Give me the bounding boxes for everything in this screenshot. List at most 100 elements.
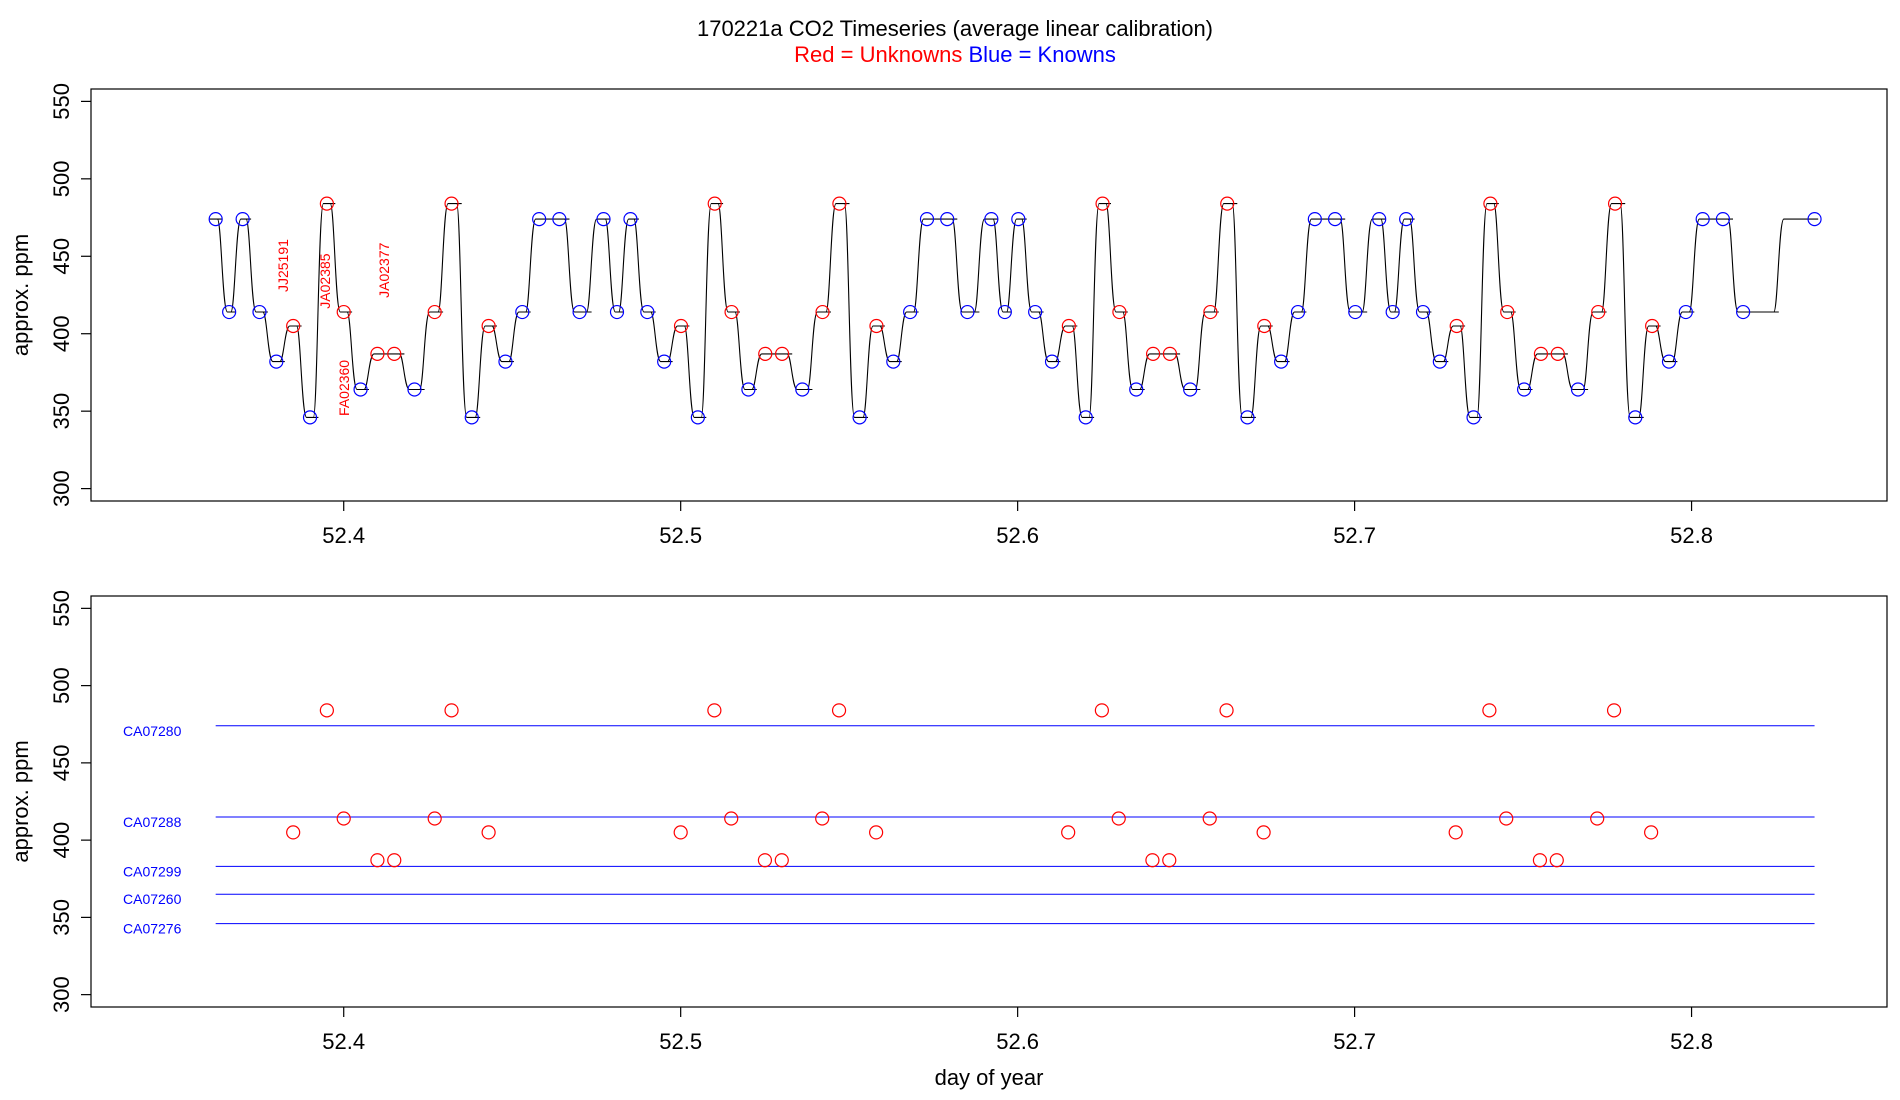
known-point-marker xyxy=(515,304,530,320)
unknown-point-marker xyxy=(707,196,722,211)
top-y-tick-label: 500 xyxy=(49,160,74,197)
known-point-marker xyxy=(1432,354,1447,369)
known-point-marker xyxy=(252,304,267,320)
known-point-marker xyxy=(1628,410,1643,425)
unknown-point-marker xyxy=(1448,825,1463,840)
known-point-marker xyxy=(235,212,250,227)
unknown-point-marker xyxy=(336,304,351,320)
known-point-marker xyxy=(609,304,625,320)
unknown-point-marker xyxy=(1549,853,1564,868)
unknown-point-marker xyxy=(481,825,496,840)
unknown-point-marker xyxy=(370,853,385,868)
top-x-tick-label: 52.6 xyxy=(996,523,1039,548)
known-point-marker xyxy=(1807,212,1822,227)
top-y-axis-label: approx. ppm xyxy=(8,234,33,356)
unknown-point-marker xyxy=(1532,853,1548,868)
known-point-marker xyxy=(1678,304,1693,320)
known-point-marker xyxy=(852,410,867,425)
known-point-marker xyxy=(407,382,422,397)
known-point-marker xyxy=(498,354,513,369)
top-x-tick-label: 52.5 xyxy=(659,523,702,548)
figure-title: 170221a CO2 Timeseries (average linear c… xyxy=(697,16,1213,41)
unknown-point-marker xyxy=(319,703,334,718)
unknown-point-marker xyxy=(1162,346,1178,361)
known-point-marker xyxy=(1661,354,1677,369)
unknown-point-marker xyxy=(1112,304,1127,320)
top-panel: 52.4 52.5 52.6 52.7 52.8 300 350 400 450 500 550 ap… xyxy=(8,83,1888,548)
legend-unknowns-text: Red = Unknowns xyxy=(794,42,962,67)
unknown-point-marker xyxy=(427,304,442,320)
known-point-marker xyxy=(353,382,368,397)
bottom-y-tick-label: 350 xyxy=(49,899,74,936)
known-point-marker xyxy=(1307,212,1322,227)
top-y-tick-label: 300 xyxy=(49,470,74,507)
unknown-point-marker xyxy=(1202,811,1217,826)
bottom-x-tick-label: 52.6 xyxy=(996,1029,1039,1054)
standard-name-label: CA07260 xyxy=(123,891,182,907)
top-plot-frame xyxy=(90,88,1888,502)
unknown-point-marker xyxy=(1645,318,1660,334)
known-point-marker xyxy=(1028,304,1043,320)
unknown-point-marker xyxy=(724,811,739,826)
known-point-marker xyxy=(886,354,901,369)
known-point-marker xyxy=(657,354,672,369)
known-point-marker xyxy=(623,212,638,227)
unknown-point-marker xyxy=(832,196,847,211)
known-point-marker xyxy=(1695,212,1710,227)
known-point-marker xyxy=(464,410,479,425)
unknown-point-marker xyxy=(815,811,830,826)
known-point-marker xyxy=(984,212,999,227)
known-point-marker xyxy=(903,304,918,320)
unknown-point-marker xyxy=(1094,703,1109,718)
known-point-marker xyxy=(919,212,935,227)
unknown-point-marker xyxy=(1483,196,1498,211)
unknown-point-marker xyxy=(1533,346,1549,361)
unknown-point-marker xyxy=(1449,318,1464,334)
bottom-x-axis-label: day of year xyxy=(935,1065,1044,1090)
unknown-point-marker xyxy=(319,196,334,211)
unknown-point-marker xyxy=(673,318,689,334)
known-point-marker xyxy=(1570,382,1586,397)
unknown-point-marker xyxy=(1500,304,1515,320)
known-point-marker xyxy=(1240,410,1255,425)
known-point-marker xyxy=(1274,354,1289,369)
standard-name-label: CA07276 xyxy=(123,921,182,937)
unknown-point-marker xyxy=(1061,825,1076,840)
known-point-marker xyxy=(1736,304,1751,320)
bottom-y-axis-label: approx. ppm xyxy=(8,740,33,862)
known-point-marker xyxy=(997,304,1012,320)
bottom-x-tick-label: 52.7 xyxy=(1333,1029,1376,1054)
known-point-marker xyxy=(1415,304,1431,320)
top-y-tick-label: 350 xyxy=(49,393,74,430)
standard-name-label: CA07299 xyxy=(123,863,182,879)
sample-id-label: FA02360 xyxy=(336,360,352,416)
sample-id-label: JJ25191 xyxy=(275,239,291,292)
known-point-marker xyxy=(795,382,810,397)
top-y-tick-label: 550 xyxy=(49,83,74,120)
known-point-marker xyxy=(208,212,223,227)
known-point-marker xyxy=(640,304,655,320)
known-point-marker xyxy=(940,212,955,227)
bottom-y-tick-label: 550 xyxy=(49,590,74,627)
known-point-marker xyxy=(690,410,705,425)
top-x-tick-label: 52.8 xyxy=(1670,523,1713,548)
top-timeseries-trace xyxy=(209,203,1819,418)
unknown-point-marker xyxy=(869,318,884,334)
known-point-marker xyxy=(302,410,318,425)
unknown-point-marker xyxy=(831,703,847,718)
unknown-point-marker xyxy=(1550,346,1565,361)
unknown-point-marker xyxy=(444,703,459,718)
sample-id-label: JA02385 xyxy=(317,253,333,308)
known-point-marker xyxy=(1044,354,1060,369)
standard-name-label: CA07288 xyxy=(123,814,182,830)
unknown-point-marker xyxy=(1482,703,1497,718)
top-x-tick-label: 52.7 xyxy=(1333,523,1376,548)
unknown-point-marker xyxy=(1606,703,1622,718)
bottom-y-tick-label: 500 xyxy=(49,667,74,704)
known-point-marker xyxy=(532,212,547,227)
unknown-point-marker xyxy=(387,346,402,361)
unknown-point-marker xyxy=(481,318,496,334)
unknown-point-marker xyxy=(1591,304,1606,320)
unknown-point-marker xyxy=(444,196,459,211)
